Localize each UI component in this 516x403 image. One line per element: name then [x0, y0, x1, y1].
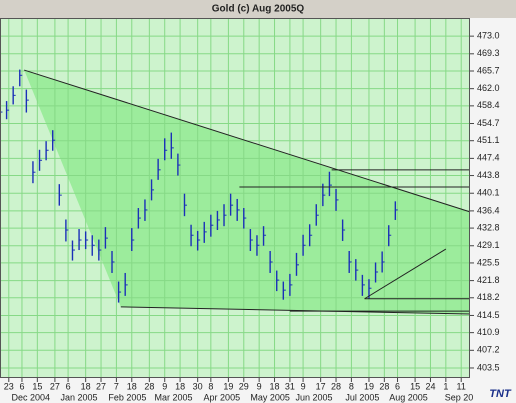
y-tick-label: 436.4 [477, 205, 500, 215]
x-tick-label: 18 [175, 381, 185, 391]
x-tick-label: 9 [257, 381, 262, 391]
x-tick-label: 18 [127, 381, 137, 391]
x-tick-label: 9 [162, 381, 167, 391]
month-label: May 2005 [250, 392, 290, 402]
x-tick-label: 17 [316, 381, 326, 391]
x-tick-label: 23 [4, 381, 14, 391]
x-tick-label: 8 [208, 381, 213, 391]
y-tick-label: 432.8 [477, 222, 500, 232]
y-tick-label: 465.7 [477, 65, 500, 75]
y-tick-label: 403.5 [477, 362, 500, 372]
x-tick-label: 11 [457, 381, 466, 391]
chart-title: Gold (c) Aug 2005Q [212, 4, 305, 15]
y-tick-label: 447.4 [477, 153, 500, 163]
y-tick-label: 454.7 [477, 118, 500, 128]
x-tick-label: 15 [410, 381, 420, 391]
x-tick-label: 19 [364, 381, 374, 391]
x-tick-label: 6 [66, 381, 71, 391]
channel-fill [24, 70, 471, 315]
y-tick-label: 440.1 [477, 188, 500, 198]
month-label: Dec 2004 [11, 392, 50, 402]
y-tick-label: 462.0 [477, 83, 500, 93]
x-tick-label: 8 [349, 381, 354, 391]
y-tick-label: 425.5 [477, 257, 500, 267]
x-tick-label: 27 [50, 381, 60, 391]
x-tick-label: 31 [285, 381, 295, 391]
month-label: Mar 2005 [154, 392, 192, 402]
x-tick-label: 28 [379, 381, 389, 391]
month-label: Jul 2005 [345, 392, 379, 402]
plot-border [0, 18, 470, 378]
month-label: Jan 2005 [61, 392, 98, 402]
x-tick-label: 18 [81, 381, 91, 391]
y-tick-label: 414.5 [477, 310, 500, 320]
x-tick-label: 28 [144, 381, 154, 391]
x-tick-label: 6 [395, 381, 400, 391]
y-tick-label: 418.2 [477, 292, 500, 302]
y-tick-label: 421.8 [477, 275, 500, 285]
x-tick-label: 7 [114, 381, 119, 391]
x-tick-label: 29 [239, 381, 249, 391]
y-tick-label: 410.9 [477, 327, 500, 337]
y-tick-label: 458.4 [477, 100, 500, 110]
month-label: Feb 2005 [108, 392, 146, 402]
x-tick-label: 15 [32, 381, 42, 391]
logo: TNT [489, 388, 512, 400]
y-tick-label: 407.2 [477, 345, 500, 355]
trendline [120, 306, 471, 315]
trendline [24, 69, 471, 213]
x-tick-label: 24 [425, 381, 435, 391]
title-bar [0, 0, 516, 18]
month-label: Sep 20 [445, 392, 474, 402]
x-tick-label: 9 [301, 381, 306, 391]
y-tick-label: 473.0 [477, 31, 500, 41]
x-tick-label: 1 [443, 381, 448, 391]
x-tick-label: 27 [96, 381, 106, 391]
trendline [364, 248, 447, 300]
y-tick-label: 451.1 [477, 135, 500, 145]
x-tick-label: 18 [270, 381, 280, 391]
x-tick-label: 30 [193, 381, 203, 391]
y-axis-panel [470, 18, 516, 403]
x-axis-panel [0, 378, 470, 403]
plot-area [0, 18, 471, 378]
x-tick-label: 6 [19, 381, 24, 391]
month-label: Jun 2005 [296, 392, 333, 402]
x-tick-label: 19 [223, 381, 233, 391]
y-tick-label: 443.8 [477, 170, 500, 180]
month-label: Apr 2005 [204, 392, 241, 402]
month-label: Aug 2005 [389, 392, 428, 402]
y-tick-label: 469.3 [477, 48, 500, 58]
y-tick-label: 429.1 [477, 240, 500, 250]
x-tick-label: 28 [331, 381, 341, 391]
